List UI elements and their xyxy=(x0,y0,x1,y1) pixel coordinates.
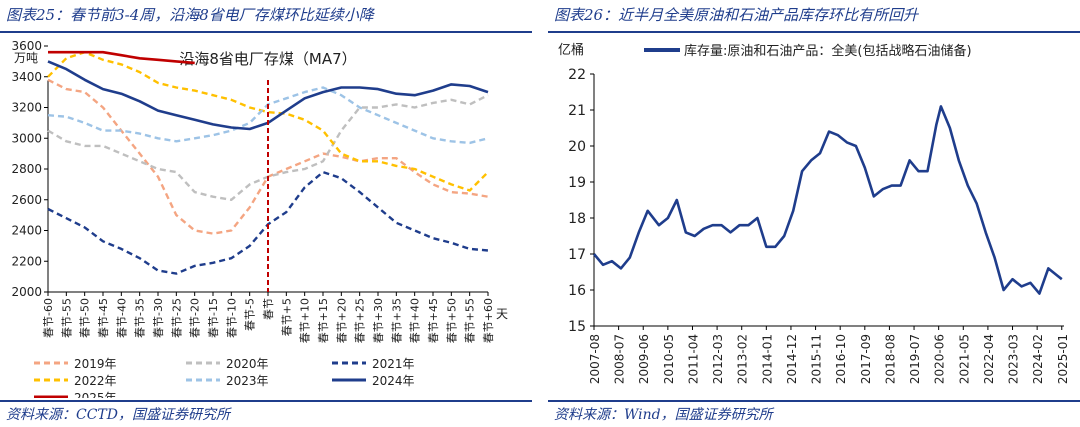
x-tick-label: 春节-30 xyxy=(152,298,165,338)
x-tick-label: 春节+10 xyxy=(299,298,312,343)
y-tick-label: 18 xyxy=(568,211,586,227)
y-axis-unit: 亿桶 xyxy=(558,43,584,58)
legend-label: 2023年 xyxy=(226,374,269,388)
y-tick-label: 2200 xyxy=(11,254,42,268)
coal-stock-chart: 沿海8省电厂存煤（MA7） 万吨 2000 2200 2400 2600 2800 3000 3… xyxy=(11,39,508,398)
y-tick-label: 17 xyxy=(568,247,586,263)
legend-label: 2022年 xyxy=(74,374,117,388)
x-axis-unit: 天 xyxy=(496,307,508,321)
x-tick-label: 2015-11 xyxy=(810,334,824,384)
x-tick-label: 2020-06 xyxy=(933,334,947,384)
y-tick-label: 16 xyxy=(568,283,586,299)
x-tick-label: 春节-15 xyxy=(207,298,220,338)
left-top-rule xyxy=(0,31,532,33)
chart-title: 沿海8省电厂存煤（MA7） xyxy=(179,50,356,68)
x-tick-label: 2007-08 xyxy=(588,334,602,384)
left-bottom-rule xyxy=(0,400,532,402)
y-tick-label: 3600 xyxy=(11,39,42,53)
right-source-note: 资料来源：Wind，国盛证券研究所 xyxy=(554,407,773,423)
y-tick-label: 2000 xyxy=(11,285,42,299)
x-tick-label: 2018-08 xyxy=(883,334,897,384)
x-tick-label: 春节 xyxy=(262,298,275,320)
y-tick-label: 2800 xyxy=(11,162,42,176)
left-figure-title: 图表25：春节前3-4周，沿海8省电厂存煤环比延续小降 xyxy=(6,6,374,24)
x-tick-label: 2014-12 xyxy=(785,334,799,384)
x-tick-label: 春节+5 xyxy=(280,298,293,336)
y-tick-label: 2400 xyxy=(11,224,42,238)
x-tick-label: 春节-55 xyxy=(60,298,73,338)
x-tick-label: 春节+45 xyxy=(427,298,440,343)
x-tick-label: 2022-04 xyxy=(982,334,996,384)
legend-label: 2019年 xyxy=(74,357,117,371)
right-top-rule xyxy=(548,31,1080,33)
x-tick-label: 春节-5 xyxy=(244,298,257,331)
x-tick-label: 2013-02 xyxy=(736,334,750,384)
x-tick-label: 2011-04 xyxy=(686,334,700,384)
x-tick-label: 春节-10 xyxy=(225,298,238,338)
x-tick-label: 春节+55 xyxy=(464,298,477,343)
x-tick-label: 2025-01 xyxy=(1056,334,1070,384)
series-line-2022 xyxy=(47,51,489,192)
x-tick-label: 春节-45 xyxy=(97,298,110,338)
right-bottom-rule xyxy=(548,400,1080,402)
y-tick-label: 3400 xyxy=(11,70,42,84)
x-tick-label: 春节-20 xyxy=(189,298,202,338)
legend-label: 库存量:原油和石油产品：全美(包括战略石油储备) xyxy=(684,43,972,59)
x-tick-label: 春节-25 xyxy=(170,298,183,338)
x-tick-label: 2014-01 xyxy=(760,334,774,384)
x-tick-label: 春节+40 xyxy=(409,298,422,343)
x-tick-label: 2016-10 xyxy=(834,334,848,384)
series-line-2025 xyxy=(48,50,195,65)
right-chart-panel: 图表26：近半月全美原油和石油产品库存环比有所回升 亿桶 15 16 17 18 19 20… xyxy=(548,0,1080,427)
x-tick-label: 春节-40 xyxy=(115,298,128,338)
x-tick-label: 2021-05 xyxy=(957,334,971,384)
x-tick-label: 2008-07 xyxy=(613,334,627,384)
us-oil-inventory-chart: 亿桶 15 16 17 18 19 20 21 22 2007-08 2008-07 2009-06 2… xyxy=(558,43,1070,384)
y-tick-label: 19 xyxy=(568,175,586,191)
x-tick-label: 2023-03 xyxy=(1007,334,1021,384)
x-tick-label: 2019-07 xyxy=(908,334,922,384)
y-tick-label: 2600 xyxy=(11,193,42,207)
legend-label: 2024年 xyxy=(372,374,415,388)
y-tick-label: 22 xyxy=(568,67,586,83)
x-tick-label: 春节+35 xyxy=(390,298,403,343)
left-chart-panel: 图表25：春节前3-4周，沿海8省电厂存煤环比延续小降 沿海8省电厂存煤（MA7… xyxy=(0,0,532,427)
x-tick-label: 春节-50 xyxy=(79,298,92,338)
x-tick-label: 2017-09 xyxy=(859,334,873,384)
x-tick-label: 春节+30 xyxy=(372,298,385,343)
x-tick-label: 春节+50 xyxy=(445,298,458,343)
x-tick-label: 2009-06 xyxy=(637,334,651,384)
legend-label: 2021年 xyxy=(372,357,415,371)
inventory-series-line xyxy=(593,105,1063,295)
x-tick-label: 春节+60 xyxy=(482,298,495,343)
x-tick-label: 2012-03 xyxy=(711,334,725,384)
x-tick-label: 春节-60 xyxy=(42,298,55,338)
x-tick-label: 春节-35 xyxy=(134,298,147,338)
x-tick-label: 2024-02 xyxy=(1031,334,1045,384)
x-tick-label: 春节+20 xyxy=(335,298,348,343)
left-source-note: 资料来源：CCTD，国盛证券研究所 xyxy=(6,407,230,423)
x-tick-label: 春节+25 xyxy=(354,298,367,343)
legend-label: 2025年 xyxy=(74,391,117,398)
x-tick-label: 春节+15 xyxy=(317,298,330,343)
y-tick-label: 3200 xyxy=(11,101,42,115)
right-figure-title: 图表26：近半月全美原油和石油产品库存环比有所回升 xyxy=(554,6,919,24)
y-tick-label: 3000 xyxy=(11,131,42,145)
y-axis-unit: 万吨 xyxy=(14,51,38,65)
y-tick-label: 21 xyxy=(568,103,586,119)
y-tick-label: 15 xyxy=(568,319,586,335)
y-tick-label: 20 xyxy=(568,139,586,155)
series-line-2024 xyxy=(47,60,489,131)
legend-label: 2020年 xyxy=(226,357,269,371)
x-tick-label: 2010-05 xyxy=(662,334,676,384)
